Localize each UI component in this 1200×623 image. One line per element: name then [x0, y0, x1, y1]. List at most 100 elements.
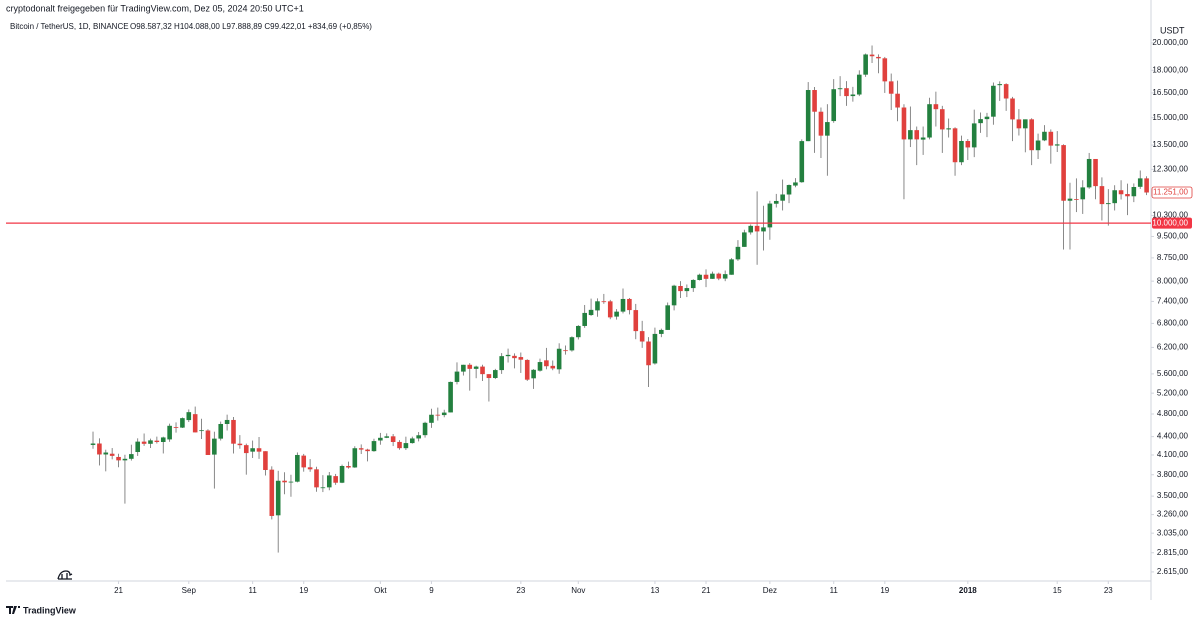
y-tick-label: 2.815,00 — [1157, 548, 1189, 557]
candle-body — [524, 359, 530, 380]
hline-label: 10.000,00 — [1152, 218, 1188, 227]
currency: USDT — [1160, 25, 1185, 35]
y-tick-label: 16.500,00 — [1152, 88, 1188, 97]
hline-label-bg — [1152, 217, 1192, 229]
candle-body — [180, 418, 185, 428]
candle-body — [186, 412, 192, 421]
candle-body — [422, 422, 428, 436]
candle-body — [633, 310, 639, 332]
candle-body — [224, 419, 230, 424]
candle-body — [697, 274, 702, 280]
y-tick-label: 12.300,00 — [1152, 164, 1188, 173]
candle-body — [429, 414, 434, 423]
candle-body — [141, 441, 147, 444]
candle-body — [761, 227, 766, 232]
y-tick-label: 13.500,00 — [1152, 140, 1188, 149]
candle-body — [256, 448, 262, 452]
candle-body — [601, 301, 607, 303]
candle-body — [531, 369, 536, 379]
candle-body — [722, 274, 728, 279]
candle-body — [1035, 140, 1041, 151]
candle-body — [703, 274, 709, 279]
candle-body — [1080, 187, 1086, 200]
candle-body — [946, 128, 951, 130]
candle-body — [1137, 178, 1143, 187]
y-tick-label: 7.400,00 — [1157, 297, 1189, 306]
candle-body — [205, 430, 211, 455]
candle-body — [1067, 198, 1073, 201]
candle-body — [735, 246, 741, 260]
candle-body — [192, 414, 198, 433]
candle-body — [786, 185, 792, 195]
y-tick-label: 3.035,00 — [1157, 528, 1189, 537]
candle-body — [390, 436, 396, 442]
candle-body — [754, 225, 760, 232]
candle-body — [518, 357, 524, 360]
candle-body — [742, 232, 747, 247]
candle-body — [901, 107, 907, 140]
candle-body — [314, 469, 319, 488]
x-tick-label: 15 — [1053, 586, 1062, 595]
candle-body — [767, 203, 773, 228]
candle-body — [716, 273, 722, 279]
candle-body — [416, 435, 421, 439]
candle-body — [927, 104, 932, 138]
candle-body — [780, 194, 785, 201]
ohlc-legend: O98.587,32 H104.088,00 L97.888,89 C99.42… — [130, 22, 372, 31]
candle-body — [333, 476, 338, 483]
candle-body — [103, 452, 109, 455]
candle-body — [435, 414, 441, 416]
candle-body — [908, 130, 913, 140]
candle-body — [307, 467, 313, 470]
candle-body — [301, 455, 307, 468]
candle-body — [831, 89, 837, 122]
candle-body — [473, 366, 479, 369]
candle-body — [671, 285, 677, 306]
candle-body — [971, 123, 977, 148]
candle-body — [403, 443, 409, 449]
candle-body — [148, 440, 153, 444]
candle-body — [607, 301, 613, 318]
candle-body — [282, 480, 287, 483]
y-tick-label: 15.000,00 — [1152, 113, 1188, 122]
candle-body — [818, 111, 824, 136]
symbol: Bitcoin / TetherUS, 1D, BINANCE — [10, 22, 129, 31]
candle-body — [748, 225, 754, 233]
candle-body — [326, 475, 332, 488]
candle-body — [160, 437, 166, 442]
candle-body — [1093, 158, 1098, 187]
candle-body — [690, 279, 696, 289]
candle-body — [352, 448, 358, 468]
candle-body — [1125, 194, 1130, 197]
candle-body — [1074, 199, 1079, 200]
y-tick-label: 6.200,00 — [1157, 343, 1189, 352]
candle-body — [250, 448, 255, 452]
candle-body — [556, 348, 562, 370]
candle-body — [231, 419, 236, 444]
candle-body — [1048, 131, 1054, 146]
candle-body — [933, 104, 939, 110]
candle-body — [154, 440, 160, 442]
candle-body — [499, 356, 504, 371]
candle-body — [959, 140, 964, 163]
candle-body — [486, 374, 492, 379]
candle-body — [378, 437, 383, 441]
x-tick-label: 21 — [702, 586, 711, 595]
y-tick-label: 3.260,00 — [1157, 510, 1189, 519]
candle-body — [263, 451, 268, 470]
x-tick-label: 11 — [830, 586, 839, 595]
candle-body — [129, 454, 134, 459]
candle-body — [773, 200, 779, 204]
candle-body — [799, 141, 805, 183]
mascot-icon — [57, 570, 73, 580]
candle-body — [218, 423, 224, 439]
candle-body — [639, 331, 645, 342]
candle-body — [678, 285, 683, 292]
candle-body — [441, 412, 447, 416]
candle-body — [576, 325, 581, 338]
candle-body — [550, 365, 556, 369]
candle-body — [537, 362, 543, 371]
candle-body — [1054, 144, 1060, 146]
candle-body — [869, 54, 875, 57]
